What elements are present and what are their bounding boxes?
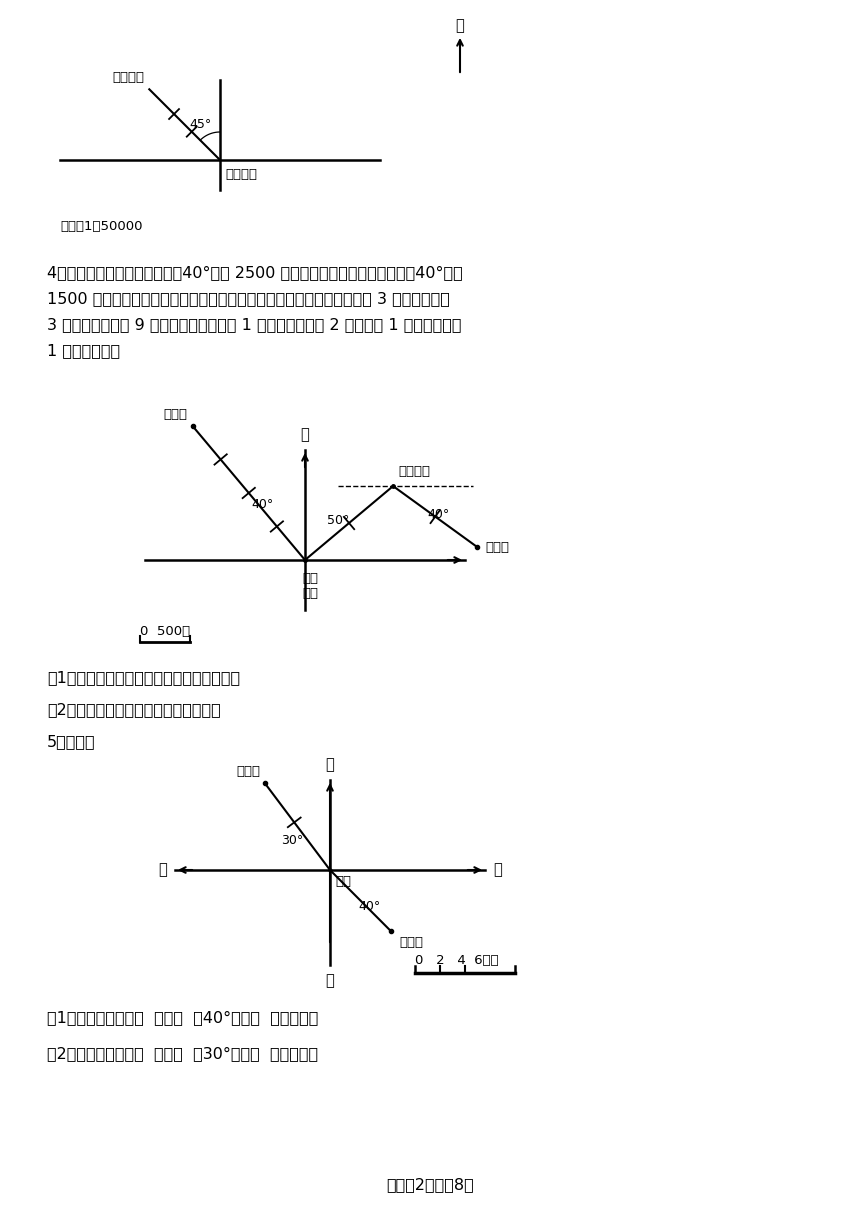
Text: 体育馆: 体育馆 <box>399 936 423 950</box>
Text: 文化宫: 文化宫 <box>236 765 260 778</box>
Text: 1 千米计算）。: 1 千米计算）。 <box>47 343 120 358</box>
Text: 40°: 40° <box>427 508 449 522</box>
Text: 南: 南 <box>326 973 335 987</box>
Text: 试卷第2页，共8页: 试卷第2页，共8页 <box>386 1177 474 1193</box>
Text: 百货
商场: 百货 商场 <box>302 572 318 599</box>
Text: 4．小明家在百货商场的北偏西40°方向 2500 米处，图书馆在农业银行东偏南40°方向: 4．小明家在百货商场的北偏西40°方向 2500 米处，图书馆在农业银行东偏南4… <box>47 265 463 280</box>
Text: 农业银行: 农业银行 <box>398 465 430 478</box>
Text: 50°: 50° <box>327 513 349 527</box>
Text: 图书馆: 图书馆 <box>485 541 509 553</box>
Text: 北: 北 <box>301 427 310 441</box>
Text: 0  500米: 0 500米 <box>140 625 190 638</box>
Text: 45°: 45° <box>189 118 211 131</box>
Text: 比例尺1：50000: 比例尺1：50000 <box>60 220 143 233</box>
Text: 3 千米）按起步价 9 元计算，以后每增加 1 千米车费就增加 2 元（不足 1 千米的部分按: 3 千米）按起步价 9 元计算，以后每增加 1 千米车费就增加 2 元（不足 1… <box>47 317 462 332</box>
Text: 30°: 30° <box>281 833 303 846</box>
Text: 40°: 40° <box>358 900 380 913</box>
Text: 5．操作。: 5．操作。 <box>47 734 95 749</box>
Text: 40°: 40° <box>252 499 274 512</box>
Text: 小明家: 小明家 <box>163 407 187 421</box>
Text: 西: 西 <box>158 862 167 878</box>
Text: （2）小明乘坐出租车一共要花多少元？: （2）小明乘坐出租车一共要花多少元？ <box>47 702 221 717</box>
Text: 北: 北 <box>326 758 335 772</box>
Text: 东: 东 <box>493 862 501 878</box>
Text: 0   2   4  6千米: 0 2 4 6千米 <box>415 955 499 967</box>
Text: 滨海公园: 滨海公园 <box>225 168 257 181</box>
Text: 1500 米处，如图是小明坐出租车从家去图书馆的路线图，已知出租车在 3 千米以内（含: 1500 米处，如图是小明坐出租车从家去图书馆的路线图，已知出租车在 3 千米以… <box>47 291 450 306</box>
Text: 农商银行: 农商银行 <box>113 72 144 84</box>
Text: （1）描述小明乘车从家去图书馆的路线图。: （1）描述小明乘车从家去图书馆的路线图。 <box>47 670 240 685</box>
Text: 学校: 学校 <box>335 876 351 888</box>
Text: （2）文化宫在学校（  ）偏（  ）30°方向（  ）千米处。: （2）文化宫在学校（ ）偏（ ）30°方向（ ）千米处。 <box>47 1046 318 1062</box>
Text: 北: 北 <box>456 18 464 33</box>
Text: （1）体育馆在学校（  ）偏（  ）40°方向（  ）千米处。: （1）体育馆在学校（ ）偏（ ）40°方向（ ）千米处。 <box>47 1010 318 1025</box>
